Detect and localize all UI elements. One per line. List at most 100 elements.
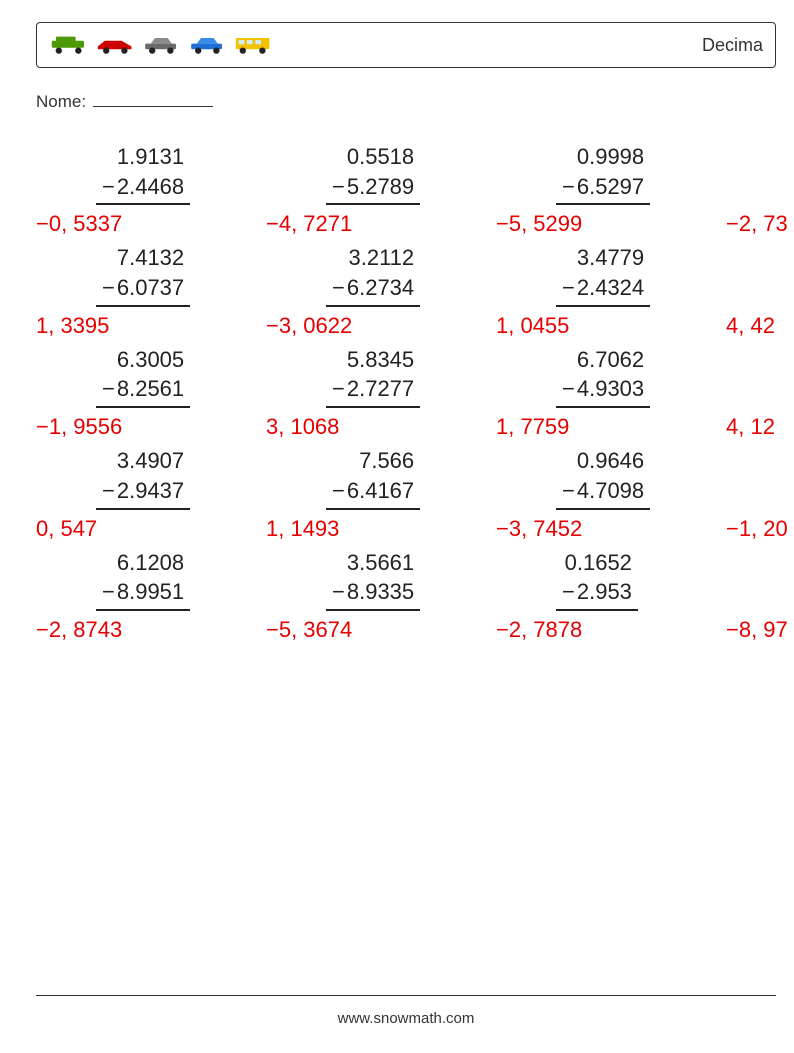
answer: 3, 1068 <box>266 414 339 440</box>
minuend: 0.5518 <box>326 142 420 172</box>
answer: 1, 3395 <box>36 313 109 339</box>
minuend: 7.4132 <box>96 243 190 273</box>
car-icon <box>95 35 137 55</box>
minuend: 3.4779 <box>556 243 650 273</box>
car-icon <box>49 35 91 55</box>
header-bar: Decima <box>36 22 776 68</box>
minuend: 0.9646 <box>556 446 650 476</box>
subtraction-problem: 6.7062−4.9303 <box>556 345 650 408</box>
answer: −2, 8743 <box>36 617 122 643</box>
answer: 4, 12 <box>726 414 775 440</box>
subtraction-problem: 0.9998−6.5297 <box>556 142 650 205</box>
problem-cell: 7.566−6.41671, 1493 <box>266 446 496 509</box>
problems-grid: 1.9131−2.4468−0, 53370.5518−5.2789−4, 72… <box>36 142 794 611</box>
problem-cell: 6.1208−8.9951−2, 8743 <box>36 548 266 611</box>
answer: 1, 7759 <box>496 414 569 440</box>
subtrahend: −4.7098 <box>556 476 650 510</box>
subtraction-problem: 5.8345−2.7277 <box>326 345 420 408</box>
problem-cell-partial: −2, 73 <box>726 142 786 205</box>
minuend: 3.4907 <box>96 446 190 476</box>
subtrahend: −8.9335 <box>326 577 420 611</box>
problem-cell: 6.7062−4.93031, 7759 <box>496 345 726 408</box>
name-field-row: Nome: <box>36 92 794 112</box>
problem-cell: 3.4779−2.43241, 0455 <box>496 243 726 306</box>
subtrahend: −8.9951 <box>96 577 190 611</box>
answer: −1, 9556 <box>36 414 122 440</box>
minuend: 1.9131 <box>96 142 190 172</box>
name-label: Nome: <box>36 92 86 111</box>
problem-cell: 3.4907−2.94370, 547 <box>36 446 266 509</box>
answer: −4, 7271 <box>266 211 352 237</box>
problem-cell-partial: −8, 97 <box>726 548 786 611</box>
subtrahend: −6.4167 <box>326 476 420 510</box>
subtraction-problem: 1.9131−2.4468 <box>96 142 190 205</box>
car-icon <box>233 35 275 55</box>
subtraction-problem: 7.566−6.4167 <box>326 446 420 509</box>
answer: −1, 20 <box>726 516 788 542</box>
problem-cell-partial: 4, 12 <box>726 345 786 408</box>
subtraction-problem: 0.1652−2.953 <box>556 548 638 611</box>
problem-cell: 0.9646−4.7098−3, 7452 <box>496 446 726 509</box>
subtrahend: −8.2561 <box>96 374 190 408</box>
subtraction-problem: 0.5518−5.2789 <box>326 142 420 205</box>
subtrahend: −2.4324 <box>556 273 650 307</box>
car-icon <box>187 35 229 55</box>
problem-cell: 0.9998−6.5297−5, 5299 <box>496 142 726 205</box>
problem-cell: 1.9131−2.4468−0, 5337 <box>36 142 266 205</box>
problem-cell: 0.1652−2.953−2, 7878 <box>496 548 726 611</box>
minuend: 3.2112 <box>326 243 420 273</box>
problems-row: 6.3005−8.2561−1, 95565.8345−2.72773, 106… <box>36 345 794 408</box>
minuend: 0.1652 <box>556 548 638 578</box>
minuend: 6.7062 <box>556 345 650 375</box>
subtraction-problem: 3.2112−6.2734 <box>326 243 420 306</box>
problems-row: 3.4907−2.94370, 5477.566−6.41671, 14930.… <box>36 446 794 509</box>
answer: −8, 97 <box>726 617 788 643</box>
subtraction-problem: 6.1208−8.9951 <box>96 548 190 611</box>
answer: −0, 5337 <box>36 211 122 237</box>
minuend: 6.1208 <box>96 548 190 578</box>
subtraction-problem: 0.9646−4.7098 <box>556 446 650 509</box>
answer: 1, 1493 <box>266 516 339 542</box>
subtrahend: −2.7277 <box>326 374 420 408</box>
problem-cell-partial: 4, 42 <box>726 243 786 306</box>
answer: 4, 42 <box>726 313 775 339</box>
minuend: 5.8345 <box>326 345 420 375</box>
subtrahend: −2.953 <box>556 577 638 611</box>
car-icon <box>141 35 183 55</box>
subtraction-problem: 3.4779−2.4324 <box>556 243 650 306</box>
minuend: 3.5661 <box>326 548 420 578</box>
answer: −3, 7452 <box>496 516 582 542</box>
answer: −2, 7878 <box>496 617 582 643</box>
problems-row: 1.9131−2.4468−0, 53370.5518−5.2789−4, 72… <box>36 142 794 205</box>
header-title: Decima <box>702 35 763 56</box>
answer: −5, 3674 <box>266 617 352 643</box>
car-icons-row <box>49 35 275 55</box>
problem-cell: 7.4132−6.07371, 3395 <box>36 243 266 306</box>
minuend: 7.566 <box>326 446 420 476</box>
problems-row: 7.4132−6.07371, 33953.2112−6.2734−3, 062… <box>36 243 794 306</box>
subtraction-problem: 3.4907−2.9437 <box>96 446 190 509</box>
answer: 0, 547 <box>36 516 97 542</box>
problem-cell: 3.2112−6.2734−3, 0622 <box>266 243 496 306</box>
problem-cell-partial: −1, 20 <box>726 446 786 509</box>
problem-cell: 6.3005−8.2561−1, 9556 <box>36 345 266 408</box>
answer: −3, 0622 <box>266 313 352 339</box>
subtrahend: −2.9437 <box>96 476 190 510</box>
subtraction-problem: 3.5661−8.9335 <box>326 548 420 611</box>
subtraction-problem: 7.4132−6.0737 <box>96 243 190 306</box>
problems-row: 6.1208−8.9951−2, 87433.5661−8.9335−5, 36… <box>36 548 794 611</box>
problem-cell: 5.8345−2.72773, 1068 <box>266 345 496 408</box>
problem-cell: 3.5661−8.9335−5, 3674 <box>266 548 496 611</box>
subtrahend: −6.0737 <box>96 273 190 307</box>
minuend: 6.3005 <box>96 345 190 375</box>
answer: −5, 5299 <box>496 211 582 237</box>
answer: −2, 73 <box>726 211 788 237</box>
minuend: 0.9998 <box>556 142 650 172</box>
subtrahend: −5.2789 <box>326 172 420 206</box>
subtraction-problem: 6.3005−8.2561 <box>96 345 190 408</box>
subtrahend: −6.5297 <box>556 172 650 206</box>
footer-url: www.snowmath.com <box>338 1010 475 1027</box>
subtrahend: −2.4468 <box>96 172 190 206</box>
subtrahend: −6.2734 <box>326 273 420 307</box>
problem-cell: 0.5518−5.2789−4, 7271 <box>266 142 496 205</box>
